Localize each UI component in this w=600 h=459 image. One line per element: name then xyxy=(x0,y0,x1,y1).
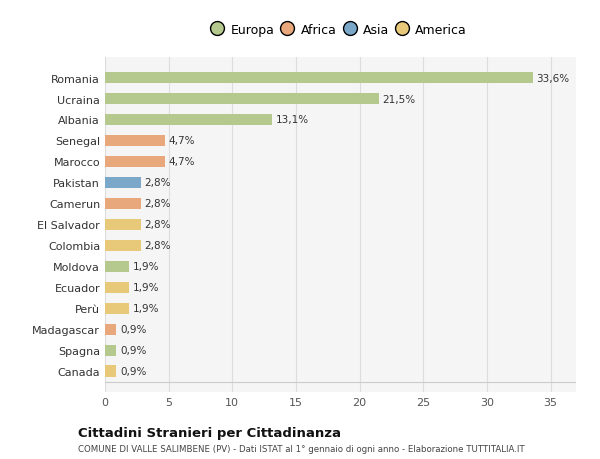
Bar xyxy=(105,240,140,252)
Text: Cittadini Stranieri per Cittadinanza: Cittadini Stranieri per Cittadinanza xyxy=(78,426,341,439)
Bar xyxy=(105,219,140,231)
Text: 33,6%: 33,6% xyxy=(536,73,569,84)
Text: 13,1%: 13,1% xyxy=(275,115,309,125)
Bar xyxy=(105,177,140,189)
Bar xyxy=(105,366,116,377)
Text: 2,8%: 2,8% xyxy=(145,241,171,251)
Text: 1,9%: 1,9% xyxy=(133,304,160,313)
Bar xyxy=(105,198,140,210)
Text: 21,5%: 21,5% xyxy=(383,94,416,104)
Bar xyxy=(105,303,129,314)
Bar xyxy=(105,157,165,168)
Bar xyxy=(105,261,129,273)
Text: COMUNE DI VALLE SALIMBENE (PV) - Dati ISTAT al 1° gennaio di ogni anno - Elabora: COMUNE DI VALLE SALIMBENE (PV) - Dati IS… xyxy=(78,444,524,453)
Text: 1,9%: 1,9% xyxy=(133,262,160,272)
Text: 4,7%: 4,7% xyxy=(169,136,195,146)
Bar xyxy=(105,114,272,126)
Text: 0,9%: 0,9% xyxy=(120,346,146,356)
Text: 0,9%: 0,9% xyxy=(120,366,146,376)
Text: 0,9%: 0,9% xyxy=(120,325,146,335)
Bar xyxy=(105,324,116,336)
Bar xyxy=(105,282,129,293)
Bar xyxy=(105,73,533,84)
Bar xyxy=(105,94,379,105)
Text: 2,8%: 2,8% xyxy=(145,220,171,230)
Legend: Europa, Africa, Asia, America: Europa, Africa, Asia, America xyxy=(211,20,470,40)
Text: 2,8%: 2,8% xyxy=(145,199,171,209)
Text: 1,9%: 1,9% xyxy=(133,283,160,293)
Text: 4,7%: 4,7% xyxy=(169,157,195,167)
Bar xyxy=(105,345,116,356)
Bar xyxy=(105,135,165,147)
Text: 2,8%: 2,8% xyxy=(145,178,171,188)
